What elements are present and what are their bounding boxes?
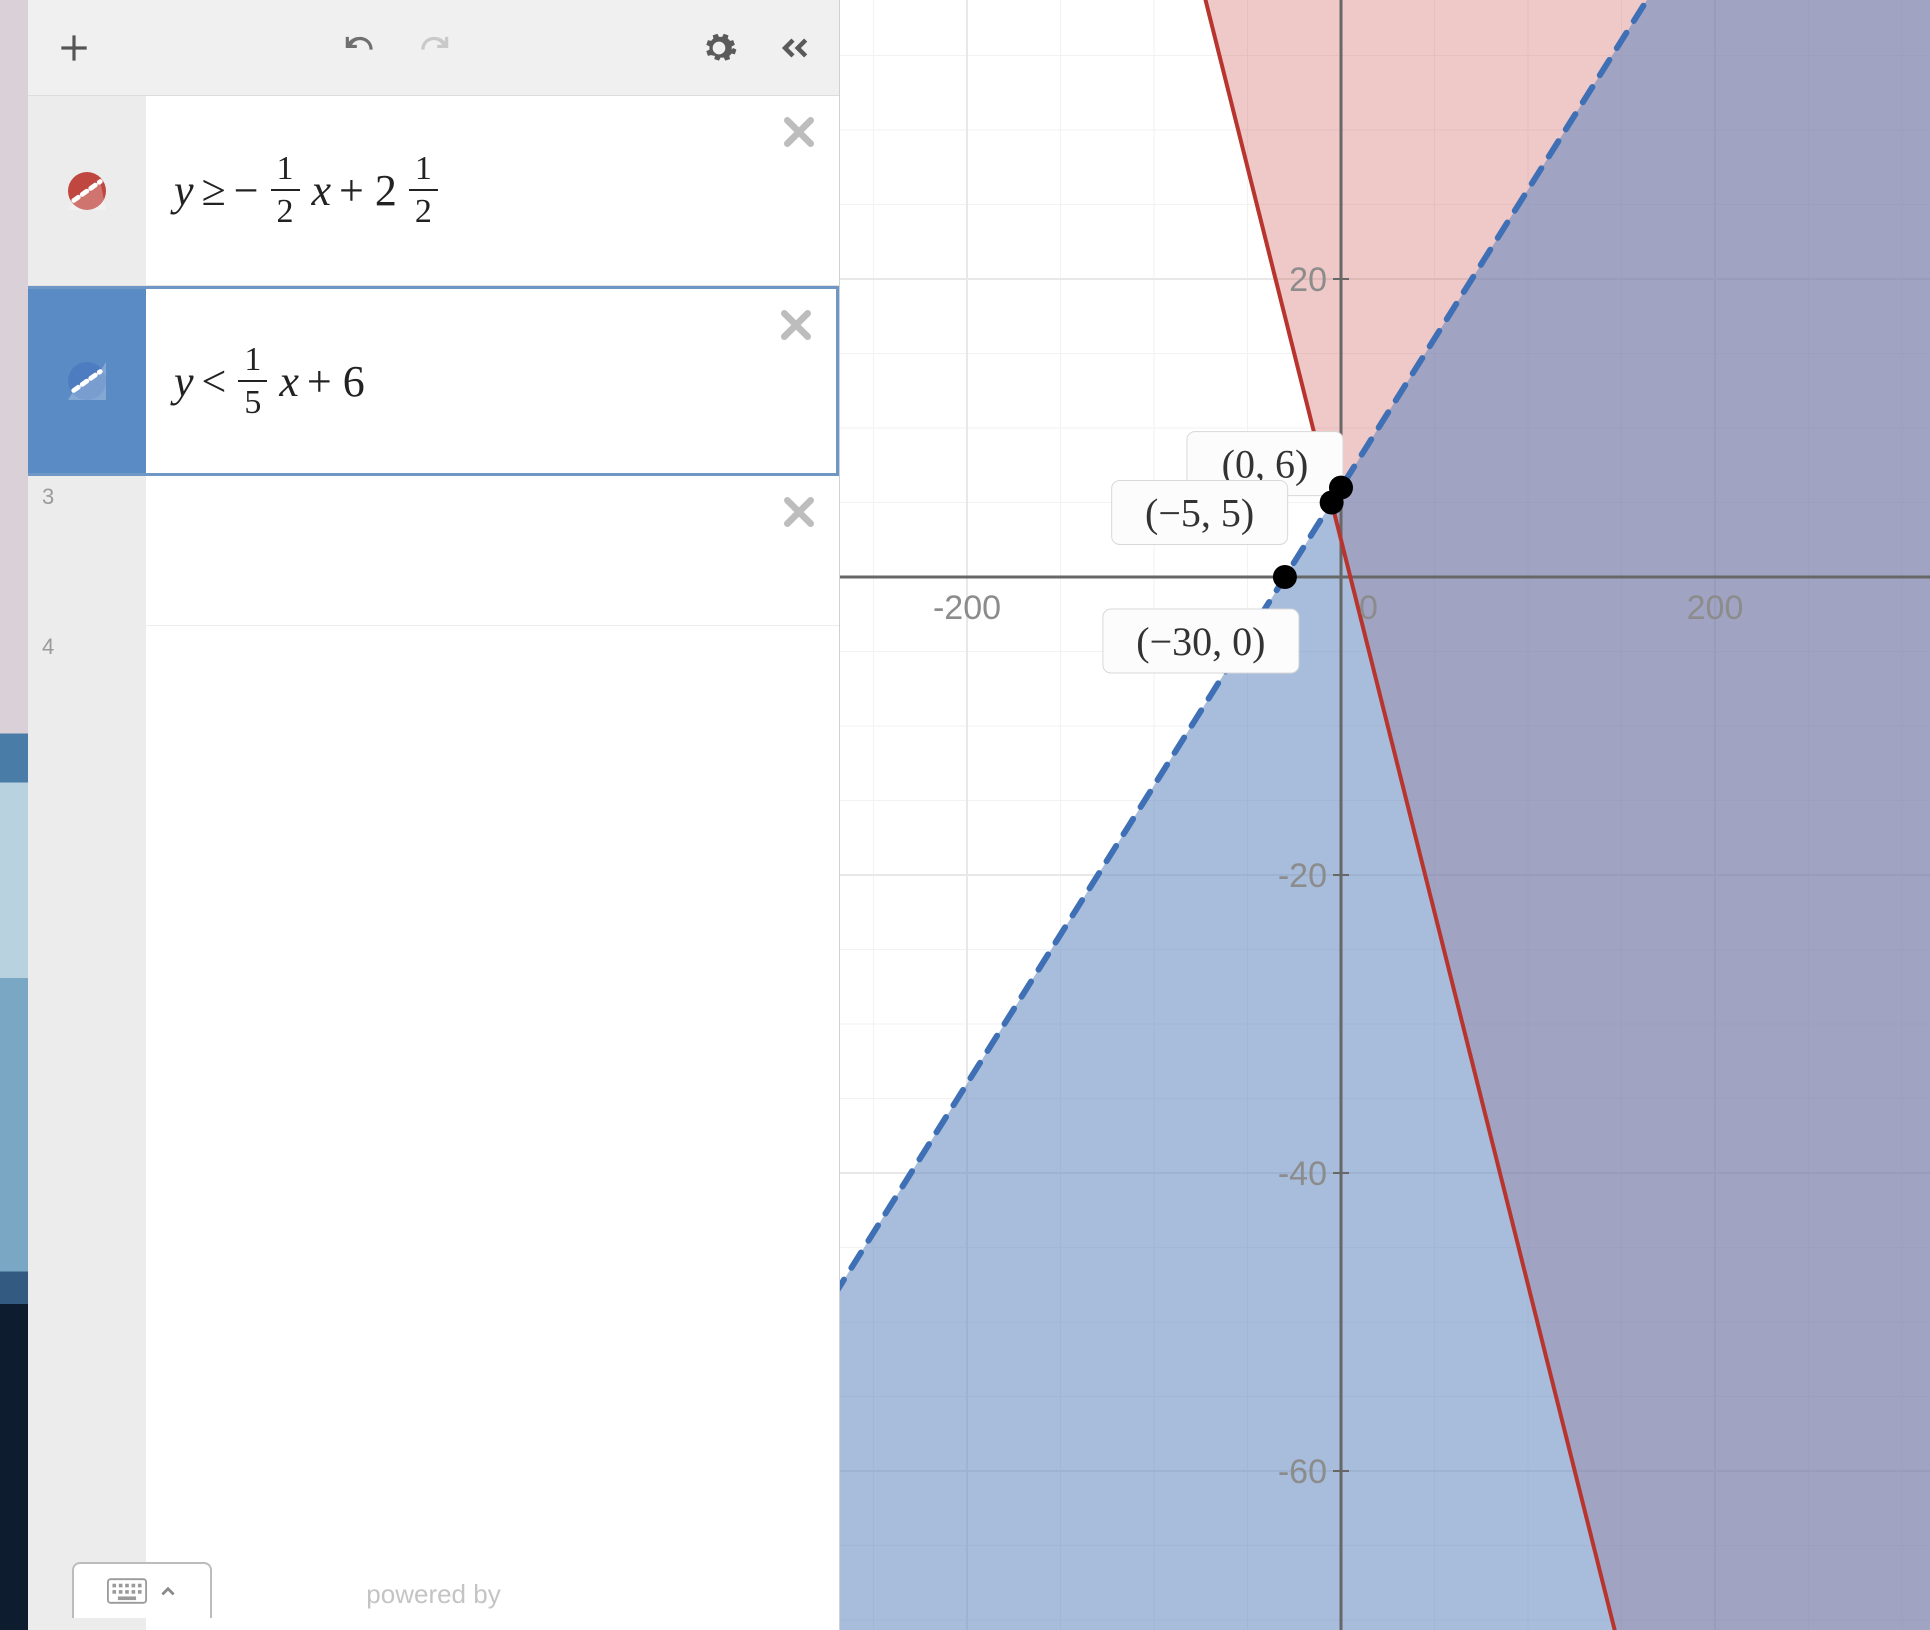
keyboard-toggle[interactable]: [72, 1562, 212, 1618]
math-rel: <: [202, 356, 227, 407]
inequality-region-icon[interactable]: [50, 344, 124, 418]
delete-row-button[interactable]: [779, 112, 819, 157]
background-strip: [0, 0, 28, 1630]
close-icon: [779, 112, 819, 152]
graph-area[interactable]: 200 -200 20 40 -20 -40 -60 0 (0, 6)(−5, 5) (−30, …: [840, 0, 1930, 1630]
undo-icon: [341, 29, 379, 67]
row-number: 3: [42, 484, 54, 510]
inequality-region-icon[interactable]: [50, 154, 124, 228]
svg-text:-40: -40: [1278, 1155, 1327, 1193]
svg-text:(0, 6): (0, 6): [1222, 442, 1309, 487]
plus-icon: [55, 29, 93, 67]
keyboard-icon: [107, 1577, 147, 1605]
gear-icon: [700, 29, 738, 67]
svg-text:40: 40: [1289, 0, 1327, 1]
math-plus: + 6: [307, 356, 365, 407]
redo-button[interactable]: [402, 16, 466, 80]
expression-row-2[interactable]: 2 y < 15 x + 6: [28, 286, 839, 476]
expression-math[interactable]: y < 15 x + 6: [146, 343, 836, 420]
math-rel: ≥: [202, 165, 226, 216]
math-var: x: [312, 165, 332, 216]
expression-row-1[interactable]: 1 y ≥ − 12 x + 2 12: [28, 96, 839, 286]
math-var: y: [174, 165, 194, 216]
expression-math[interactable]: y ≥ − 12 x + 2 12: [146, 152, 839, 229]
redo-icon: [415, 29, 453, 67]
expression-row-empty[interactable]: 4: [28, 626, 839, 776]
row-icon-wrap[interactable]: [28, 96, 146, 285]
svg-text:200: 200: [1687, 589, 1744, 627]
expression-row-empty[interactable]: 3: [28, 476, 839, 626]
close-icon: [776, 305, 816, 345]
svg-text:0: 0: [1359, 589, 1378, 627]
svg-text:20: 20: [1289, 261, 1327, 299]
chevron-up-icon: [159, 1582, 177, 1600]
svg-text:-60: -60: [1278, 1453, 1327, 1491]
close-icon: [779, 492, 819, 532]
math-var: y: [174, 356, 194, 407]
app-root: 1 y ≥ − 12 x + 2 12 2: [0, 0, 1930, 1630]
math-plus: + 2: [339, 165, 397, 216]
svg-text:(−30, 0): (−30, 0): [1136, 619, 1265, 664]
chevron-double-left-icon: [774, 29, 812, 67]
svg-text:-20: -20: [1278, 857, 1327, 895]
expression-list: 1 y ≥ − 12 x + 2 12 2: [28, 96, 839, 1630]
graph-svg[interactable]: 200 -200 20 40 -20 -40 -60 0 (0, 6)(−5, 5) (−30, …: [840, 0, 1930, 1630]
math-frac: 15: [238, 343, 267, 420]
expression-panel: 1 y ≥ − 12 x + 2 12 2: [28, 0, 840, 1630]
svg-text:-200: -200: [933, 589, 1001, 627]
math-frac: 12: [271, 152, 300, 229]
math-neg: −: [234, 165, 259, 216]
math-frac: 12: [409, 152, 438, 229]
delete-row-button[interactable]: [776, 305, 816, 350]
settings-button[interactable]: [687, 16, 751, 80]
undo-button[interactable]: [328, 16, 392, 80]
row-number: 4: [42, 634, 54, 660]
svg-text:(−5, 5): (−5, 5): [1145, 491, 1254, 536]
add-button[interactable]: [42, 16, 106, 80]
row-icon-wrap[interactable]: [28, 289, 146, 473]
collapse-button[interactable]: [761, 16, 825, 80]
math-var: x: [279, 356, 299, 407]
toolbar: [28, 0, 839, 96]
delete-row-button[interactable]: [779, 492, 819, 537]
